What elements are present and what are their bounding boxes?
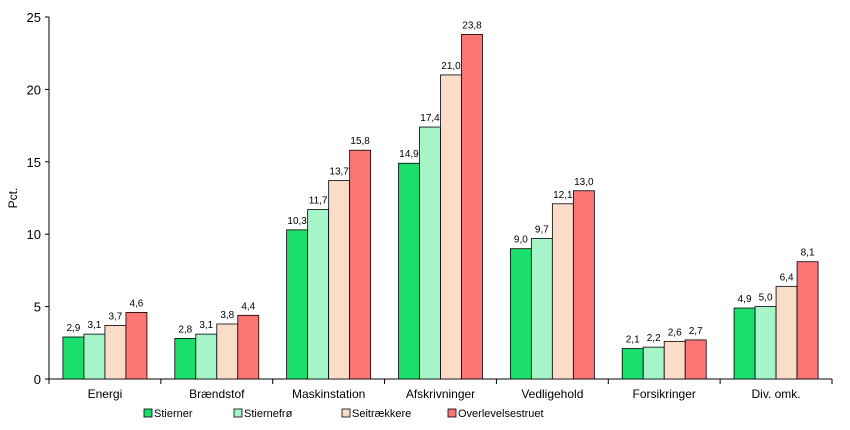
bar xyxy=(328,180,351,380)
bar xyxy=(440,74,462,380)
data-label: 21,0 xyxy=(441,61,461,72)
bar xyxy=(349,149,372,380)
data-label: 2,2 xyxy=(647,333,661,344)
bar xyxy=(83,333,106,380)
data-label: 11,7 xyxy=(309,196,328,207)
y-tick-label: 15 xyxy=(27,155,41,170)
data-label: 4,6 xyxy=(129,298,143,309)
bar xyxy=(286,229,309,380)
y-tick-label: 10 xyxy=(27,227,41,242)
bars xyxy=(62,33,819,380)
y-tick-label: 0 xyxy=(34,372,41,387)
legend: Stierner Stiernefrø Seitrækkere Overlevelse… xyxy=(143,408,544,420)
legend-swatch xyxy=(341,408,351,418)
data-label: 9,7 xyxy=(535,225,549,236)
legend-swatch xyxy=(233,408,243,418)
data-label: 13,0 xyxy=(574,177,594,188)
data-label: 12,1 xyxy=(553,190,573,201)
data-label: 2,7 xyxy=(689,326,703,337)
data-label: 2,8 xyxy=(178,324,192,335)
bar xyxy=(195,333,218,380)
data-label: 17,4 xyxy=(420,113,440,124)
bar xyxy=(125,311,148,380)
bar xyxy=(663,340,686,380)
data-label: 3,7 xyxy=(108,311,122,322)
legend-label: Stierner xyxy=(154,408,193,420)
bar xyxy=(551,203,574,380)
data-label: 3,8 xyxy=(220,310,234,321)
x-tick-label: Forsikringer xyxy=(633,387,696,401)
bar xyxy=(684,339,707,380)
y-tick-label: 5 xyxy=(34,300,41,315)
bar xyxy=(796,261,819,380)
bar xyxy=(398,162,420,380)
legend-label: Stiernefrø xyxy=(244,408,293,420)
bar xyxy=(733,307,756,380)
data-label: 5,0 xyxy=(759,293,773,304)
y-tick-label: 25 xyxy=(27,10,41,25)
legend-swatch xyxy=(447,408,457,418)
x-tick-label: Energi xyxy=(88,387,123,401)
legend-swatch xyxy=(143,408,153,418)
data-labels: 2,9 2,8 10,3 14,9 9,0 2,1 4,9 3,1 3,1 11,7 17,4 9,7… xyxy=(66,20,814,345)
bar xyxy=(237,314,260,380)
bar xyxy=(572,190,595,380)
data-label: 6,4 xyxy=(780,272,794,283)
data-label: 9,0 xyxy=(514,235,528,246)
y-axis-label: Pct. xyxy=(6,188,20,209)
y-tick-label: 20 xyxy=(27,82,41,97)
axes: 0 5 10 15 20 25 Energi Brændstof Maskinstation Af… xyxy=(27,10,833,401)
data-label: 13,7 xyxy=(329,167,349,178)
x-tick-label: Div. omk. xyxy=(752,387,801,401)
data-label: 4,4 xyxy=(241,301,255,312)
bar xyxy=(104,325,127,380)
bar xyxy=(174,338,197,380)
data-label: 3,1 xyxy=(199,320,213,331)
data-label: 23,8 xyxy=(462,20,482,31)
legend-label: Seitrækkere xyxy=(352,408,411,420)
bar xyxy=(754,306,777,380)
data-label: 10,3 xyxy=(287,216,307,227)
data-label: 15,8 xyxy=(350,136,370,147)
data-label: 2,9 xyxy=(66,323,80,334)
bar xyxy=(509,248,532,380)
bar xyxy=(530,238,553,380)
bar xyxy=(461,33,483,380)
x-tick-label: Brændstof xyxy=(189,387,245,401)
x-tick-label: Maskinstation xyxy=(292,387,365,401)
bar xyxy=(307,209,330,380)
data-label: 2,6 xyxy=(668,327,682,338)
bar xyxy=(216,323,239,380)
bar xyxy=(621,348,644,380)
data-label: 8,1 xyxy=(801,248,815,259)
bar xyxy=(775,285,798,380)
data-label: 2,1 xyxy=(626,335,640,346)
bar xyxy=(62,336,85,380)
bar xyxy=(642,346,665,380)
data-label: 4,9 xyxy=(738,294,752,305)
x-tick-label: Vedligehold xyxy=(521,387,583,401)
legend-label: Overlevelsestruet xyxy=(458,408,544,420)
x-tick-label: Afskrivninger xyxy=(406,387,475,401)
bar xyxy=(419,126,441,380)
data-label: 14,9 xyxy=(399,149,419,160)
data-label: 3,1 xyxy=(87,320,101,331)
